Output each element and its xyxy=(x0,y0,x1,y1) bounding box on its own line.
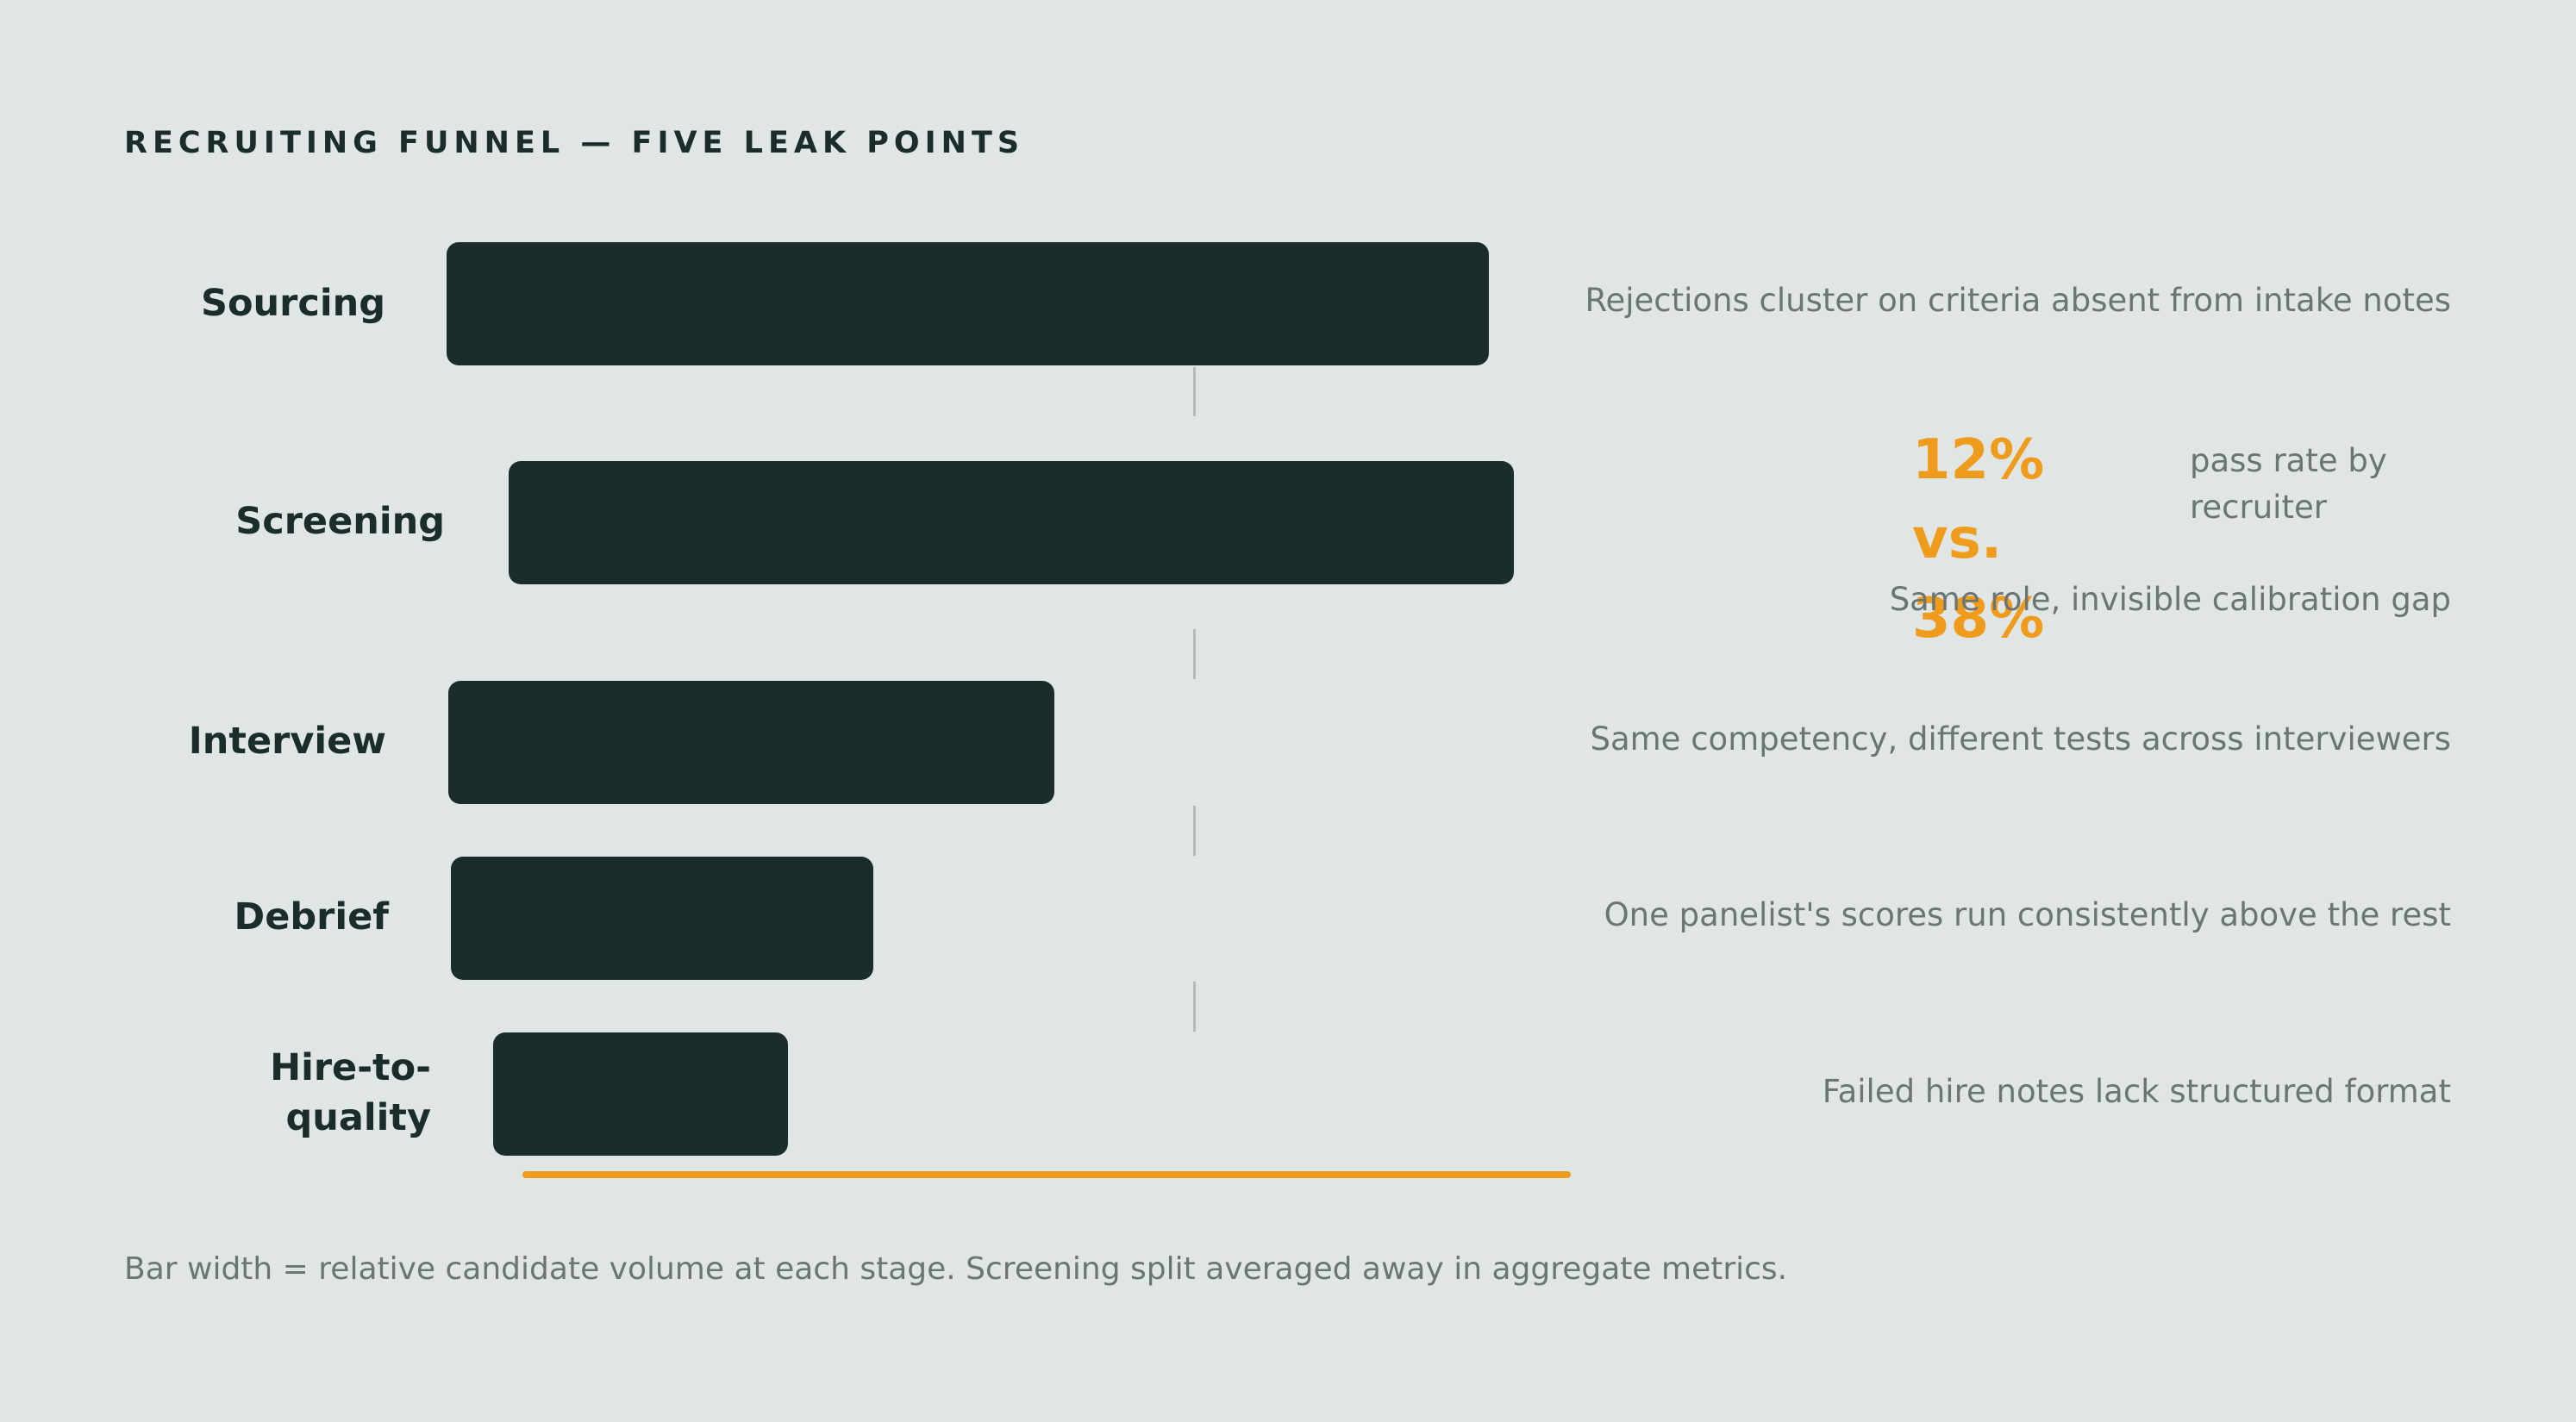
connector-interview-debrief xyxy=(1193,806,1196,856)
stage-bar-debrief xyxy=(451,857,873,980)
footnote: Bar width = relative candidate volume at… xyxy=(124,1251,1788,1287)
callout-stat: 12% vs. 38% xyxy=(1912,428,2045,651)
stage-label-screening: Screening xyxy=(235,500,445,543)
callout-description: pass rate by recruiter xyxy=(2190,442,2387,526)
stage-bar-hire-to-quality xyxy=(493,1032,788,1156)
stage-bar-interview xyxy=(448,681,1054,804)
stage-note-interview: Same competency, different tests across … xyxy=(1590,720,2451,758)
connector-screening-interview xyxy=(1193,629,1196,679)
stage-note-sourcing: Rejections cluster on criteria absent fr… xyxy=(1585,282,2451,319)
accent-underline xyxy=(522,1171,1571,1178)
stage-note-hire-to-quality: Failed hire notes lack structured format xyxy=(1822,1073,2451,1110)
stage-note-debrief: One panelist's scores run consistently a… xyxy=(1604,896,2451,933)
page-title: RECRUITING FUNNEL — FIVE LEAK POINTS xyxy=(124,126,1025,160)
stage-bar-screening xyxy=(509,461,1514,584)
stage-label-sourcing: Sourcing xyxy=(201,282,385,325)
connector-debrief-hire xyxy=(1193,982,1196,1032)
stage-label-hire-to-quality: Hire-to-quality xyxy=(270,1046,431,1139)
callout-subtext: Same role, invisible calibration gap xyxy=(1889,581,2451,618)
connector-sourcing-screening xyxy=(1193,367,1196,416)
stage-label-interview: Interview xyxy=(188,720,386,763)
stage-bar-sourcing xyxy=(447,242,1489,365)
stage-label-debrief: Debrief xyxy=(234,895,389,939)
